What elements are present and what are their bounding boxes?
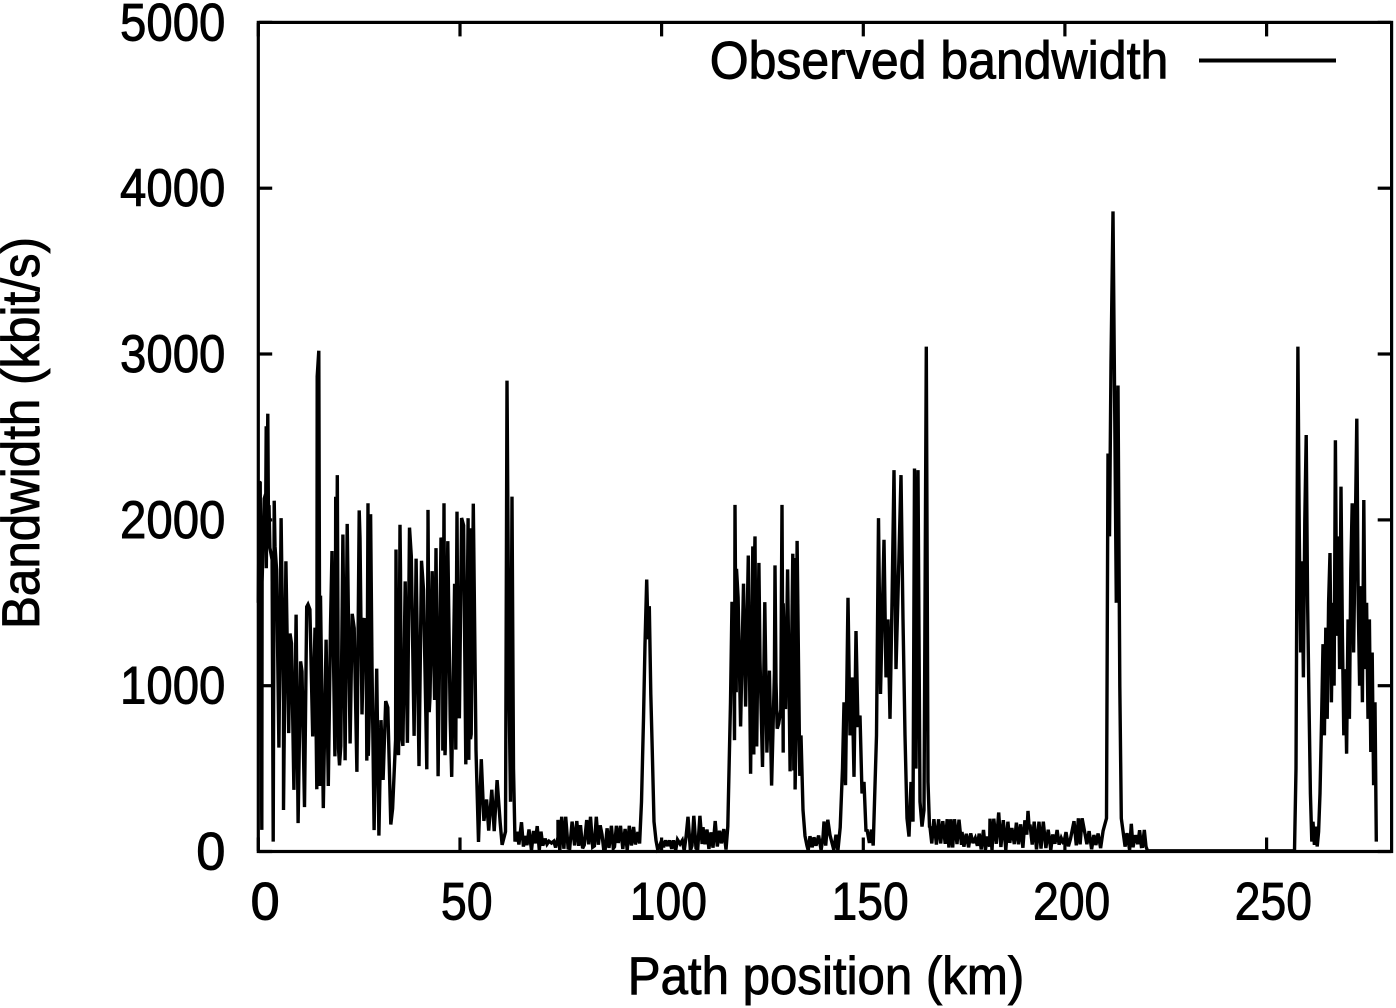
svg-text:0: 0 (250, 873, 279, 932)
svg-text:50: 50 (441, 873, 493, 932)
svg-text:200: 200 (1033, 873, 1110, 932)
svg-text:5000: 5000 (120, 0, 225, 52)
svg-text:Path position (km): Path position (km) (628, 947, 1025, 1006)
svg-text:150: 150 (832, 873, 909, 932)
svg-text:2000: 2000 (120, 491, 225, 550)
svg-text:0: 0 (196, 823, 225, 882)
svg-text:100: 100 (630, 873, 707, 932)
svg-text:Bandwidth (kbit/s): Bandwidth (kbit/s) (0, 237, 51, 629)
svg-text:Observed bandwidth: Observed bandwidth (710, 32, 1169, 91)
svg-text:250: 250 (1235, 873, 1312, 932)
svg-text:4000: 4000 (120, 159, 225, 218)
svg-text:3000: 3000 (120, 325, 225, 384)
svg-text:1000: 1000 (120, 657, 225, 716)
